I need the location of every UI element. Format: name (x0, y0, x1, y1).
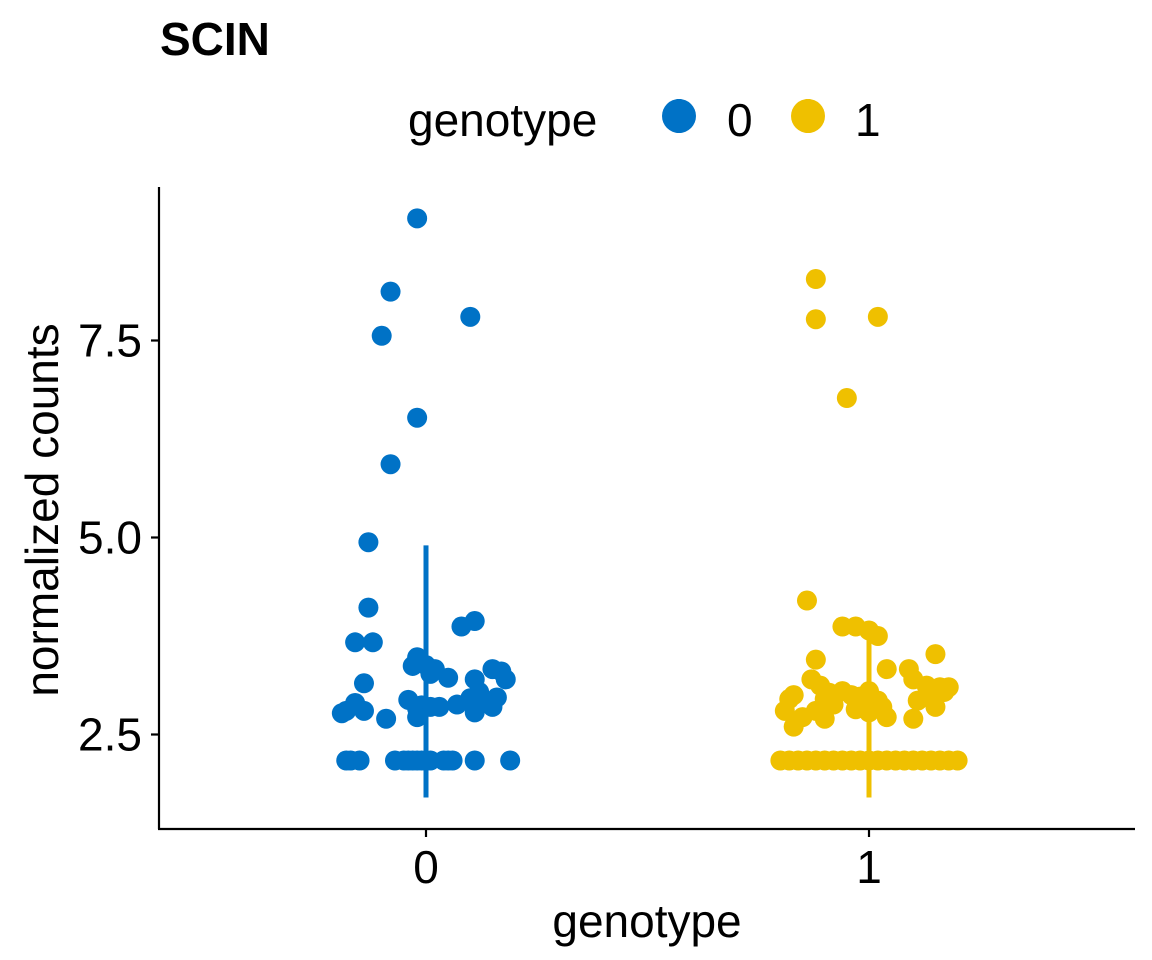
y-ticks: 2.5 5.0 7.5 (78, 315, 159, 761)
data-point-0 (345, 632, 366, 653)
data-point-1 (796, 590, 817, 611)
data-point-1 (867, 306, 888, 327)
data-point-0 (353, 700, 374, 721)
data-point-0 (358, 597, 379, 618)
data-point-1 (805, 309, 826, 330)
data-point-1 (783, 716, 804, 737)
data-point-0 (486, 687, 507, 708)
x-tick-label: 1 (856, 841, 882, 893)
data-point-0 (380, 281, 401, 302)
data-point-1 (774, 700, 795, 721)
legend-key-0-dot (662, 99, 696, 133)
x-axis-title: genotype (552, 895, 741, 947)
data-point-0 (442, 750, 463, 771)
data-point-0 (464, 702, 485, 723)
data-point-0 (407, 707, 428, 728)
y-tick-label: 5.0 (78, 512, 142, 564)
data-point-0 (464, 750, 485, 771)
data-points (331, 208, 968, 771)
legend-key-0 (662, 99, 696, 133)
data-point-0 (362, 632, 383, 653)
data-point-0 (371, 325, 392, 346)
data-point-1 (876, 659, 897, 680)
x-tick-label: 0 (413, 841, 439, 893)
data-point-0 (402, 655, 423, 676)
data-point-1 (925, 644, 946, 665)
legend: genotype 0 1 (408, 94, 881, 146)
legend-title: genotype (408, 94, 597, 146)
data-point-0 (460, 306, 481, 327)
data-point-0 (407, 208, 428, 229)
legend-key-1-dot (791, 99, 825, 133)
y-tick-label: 7.5 (78, 315, 142, 367)
legend-label-0: 0 (727, 94, 753, 146)
data-point-0 (380, 454, 401, 475)
data-point-1 (836, 388, 857, 409)
data-point-0 (407, 407, 428, 428)
data-point-0 (464, 611, 485, 632)
legend-key-1 (791, 99, 825, 133)
data-point-0 (429, 696, 450, 717)
chart-title: SCIN (160, 13, 270, 65)
data-point-0 (420, 661, 441, 682)
data-point-0 (358, 532, 379, 553)
data-point-1 (805, 269, 826, 290)
data-point-1 (903, 708, 924, 729)
data-point-0 (353, 673, 374, 694)
data-point-1 (814, 708, 835, 729)
data-point-1 (907, 690, 928, 711)
data-point-0 (500, 750, 521, 771)
data-point-1 (876, 707, 897, 728)
y-tick-label: 2.5 (78, 709, 142, 761)
data-point-1 (947, 750, 968, 771)
data-point-1 (867, 626, 888, 646)
data-point-0 (495, 669, 516, 690)
data-point-0 (376, 708, 397, 729)
data-point-0 (438, 667, 459, 688)
data-point-1 (805, 649, 826, 670)
data-point-0 (349, 750, 370, 771)
data-point-1 (925, 696, 946, 717)
y-axis-title: normalized counts (16, 323, 68, 696)
data-point-0 (331, 703, 352, 724)
legend-label-1: 1 (855, 94, 881, 146)
